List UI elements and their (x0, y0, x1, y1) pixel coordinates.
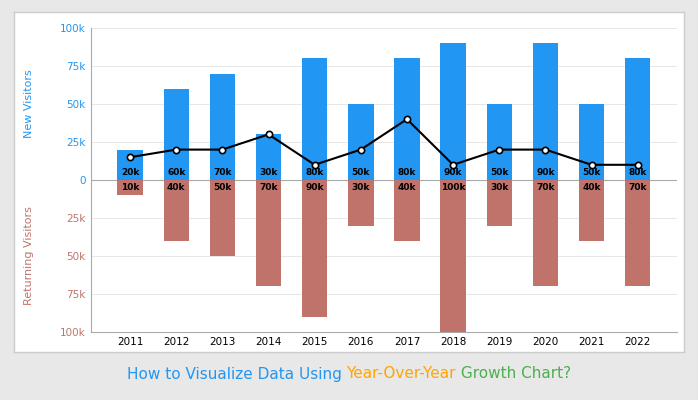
Text: 80k: 80k (628, 168, 647, 177)
Bar (579, 104, 604, 180)
Text: 70k: 70k (213, 168, 232, 177)
Text: 40k: 40k (167, 183, 186, 192)
Bar (209, 180, 235, 256)
Bar (302, 58, 327, 180)
Text: New Visitors: New Visitors (24, 70, 34, 138)
Text: Returning Visitors: Returning Visitors (24, 206, 34, 306)
Text: 40k: 40k (582, 183, 601, 192)
Bar (117, 180, 143, 195)
Text: 30k: 30k (352, 183, 370, 192)
Text: How to Visualize Data Using: How to Visualize Data Using (127, 366, 347, 382)
Text: Year-Over-Year: Year-Over-Year (347, 366, 456, 382)
Text: 10k: 10k (121, 183, 140, 192)
Bar (256, 134, 281, 180)
Bar (302, 180, 327, 317)
Text: Growth Chart?: Growth Chart? (456, 366, 571, 382)
Bar (163, 89, 189, 180)
Bar (440, 43, 466, 180)
Bar (394, 58, 419, 180)
Bar (440, 180, 466, 332)
Text: 70k: 70k (536, 183, 555, 192)
Text: 80k: 80k (398, 168, 416, 177)
Text: 50k: 50k (490, 168, 508, 177)
Bar (348, 180, 373, 226)
Bar (487, 104, 512, 180)
Text: 30k: 30k (490, 183, 508, 192)
Text: 90k: 90k (306, 183, 324, 192)
Text: 90k: 90k (536, 168, 555, 177)
Bar (533, 43, 558, 180)
Text: 50k: 50k (213, 183, 232, 192)
Bar (579, 180, 604, 241)
Bar (533, 180, 558, 286)
Text: 70k: 70k (628, 183, 647, 192)
Text: 30k: 30k (260, 168, 278, 177)
Bar (348, 104, 373, 180)
Text: 90k: 90k (444, 168, 462, 177)
Text: 100k: 100k (441, 183, 466, 192)
Text: 20k: 20k (121, 168, 140, 177)
Text: 60k: 60k (167, 168, 186, 177)
Text: 50k: 50k (582, 168, 601, 177)
Bar (163, 180, 189, 241)
Bar (209, 74, 235, 180)
Bar (487, 180, 512, 226)
Bar (117, 150, 143, 180)
Bar (625, 58, 651, 180)
Text: 40k: 40k (398, 183, 416, 192)
Text: 70k: 70k (259, 183, 278, 192)
Bar (256, 180, 281, 286)
Text: 50k: 50k (352, 168, 370, 177)
Bar (625, 180, 651, 286)
Bar (394, 180, 419, 241)
Text: 80k: 80k (306, 168, 324, 177)
